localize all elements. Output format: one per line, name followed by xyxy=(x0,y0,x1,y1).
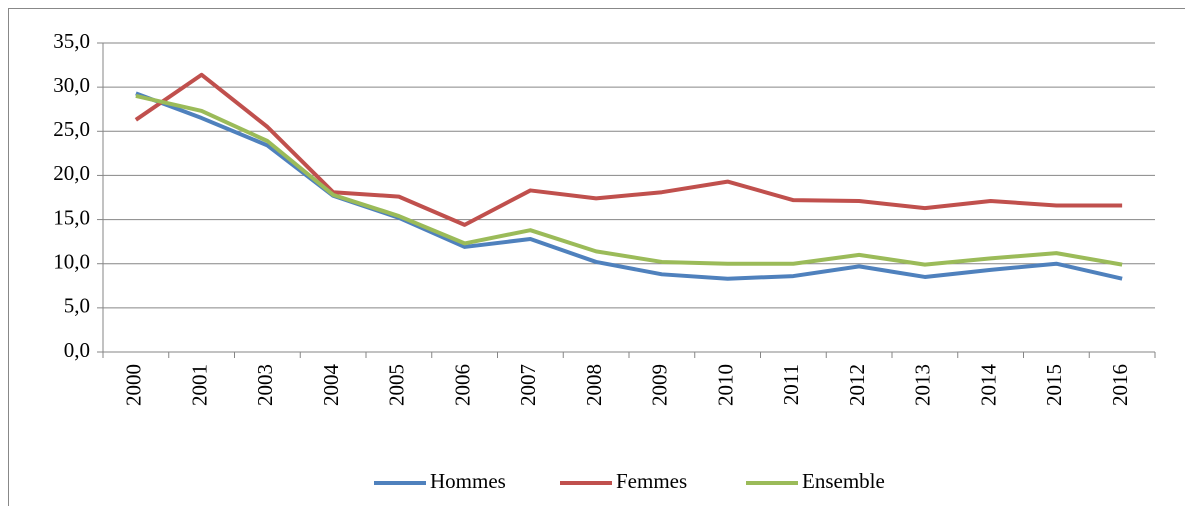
x-tick-label: 2003 xyxy=(253,364,277,406)
x-tick-label: 2001 xyxy=(187,364,211,406)
legend-label: Ensemble xyxy=(802,469,885,493)
legend-label: Hommes xyxy=(430,469,506,493)
x-tick-label: 2016 xyxy=(1108,364,1132,406)
y-tick-label: 25,0 xyxy=(53,117,90,141)
legend-label: Femmes xyxy=(616,469,687,493)
x-tick-label: 2011 xyxy=(779,364,803,405)
data-line xyxy=(135,94,1123,267)
x-tick-label: 2009 xyxy=(648,364,672,406)
x-tick-label: 2008 xyxy=(582,364,606,406)
chart-frame xyxy=(8,8,1185,506)
x-tick-label: 2006 xyxy=(450,364,474,406)
y-tick-label: 0,0 xyxy=(64,338,90,362)
x-tick-label: 2014 xyxy=(976,364,1000,407)
x-tick-label: 2010 xyxy=(713,364,737,406)
y-tick-label: 15,0 xyxy=(53,205,90,229)
x-tick-label: 2012 xyxy=(845,364,869,406)
x-tick-label: 2004 xyxy=(319,364,343,407)
y-tick-label: 30,0 xyxy=(53,73,90,97)
x-tick-label: 2015 xyxy=(1042,364,1066,406)
y-tick-label: 5,0 xyxy=(64,294,90,318)
y-tick-label: 10,0 xyxy=(53,250,90,274)
x-tick-label: 2005 xyxy=(385,364,409,406)
x-tick-label: 2000 xyxy=(122,364,146,406)
data-line xyxy=(134,72,1123,227)
data-line xyxy=(135,91,1123,281)
x-tick-label: 2013 xyxy=(911,364,935,406)
y-tick-label: 35,0 xyxy=(53,29,90,53)
y-tick-label: 20,0 xyxy=(53,161,90,185)
x-tick-label: 2007 xyxy=(516,364,540,406)
